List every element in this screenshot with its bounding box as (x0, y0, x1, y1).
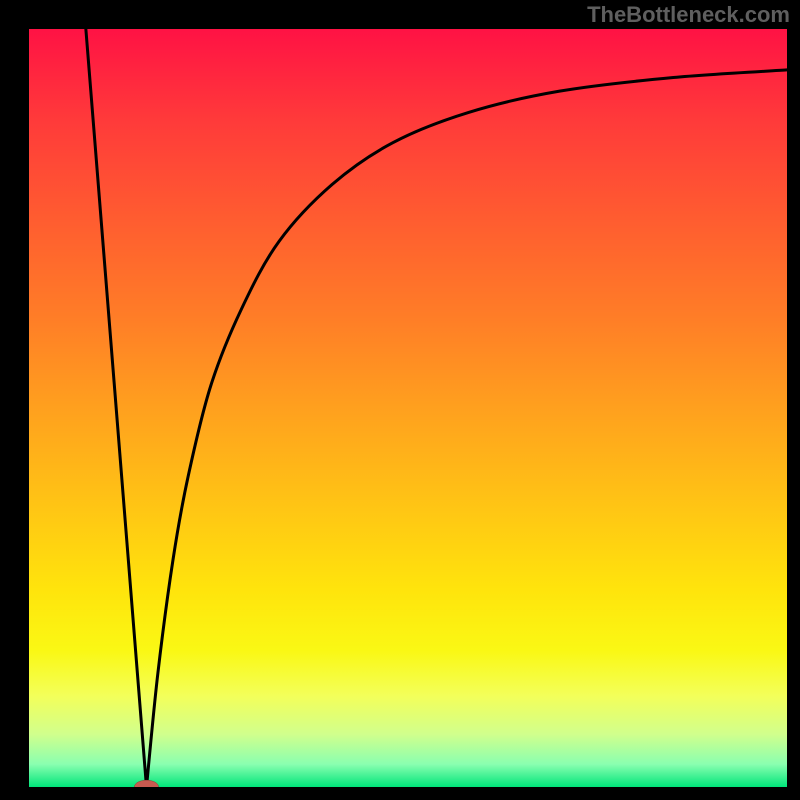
figure-frame: TheBottleneck.com (0, 0, 800, 800)
chart-svg (29, 29, 787, 787)
watermark-text: TheBottleneck.com (587, 2, 790, 28)
chart-background (29, 29, 787, 787)
plot-area (29, 29, 787, 787)
